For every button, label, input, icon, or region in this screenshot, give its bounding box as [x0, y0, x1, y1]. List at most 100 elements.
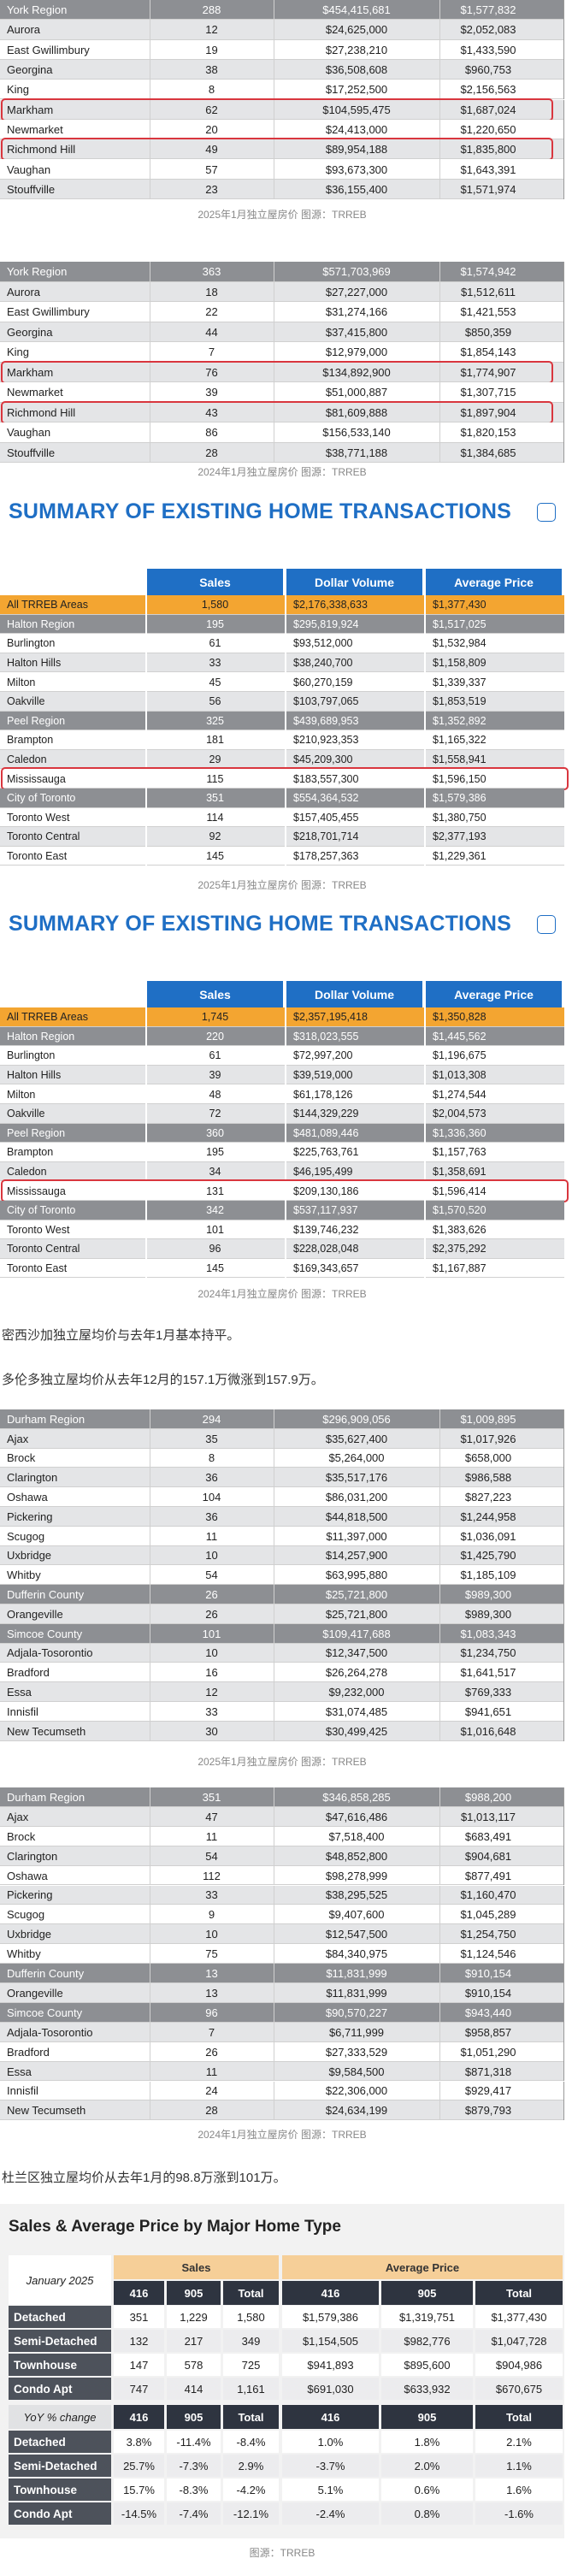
cell-value: 351	[114, 2306, 164, 2328]
column-divider	[439, 2041, 440, 2062]
column-divider	[439, 1721, 440, 1741]
column-divider	[424, 1181, 426, 1201]
cell-value: $12,547,500	[325, 1928, 388, 1941]
table-row	[0, 20, 564, 40]
column-divider	[285, 827, 286, 847]
cell-value: $982,776	[381, 2330, 473, 2352]
row-label: Vaughan	[7, 162, 51, 176]
period-label: January 2025	[9, 2255, 111, 2305]
table-row	[0, 99, 564, 120]
column-divider	[145, 692, 147, 712]
cell-value: 61	[209, 1049, 221, 1062]
row-label: Oakville	[7, 1108, 45, 1120]
column-divider	[424, 595, 426, 615]
table-row	[0, 653, 564, 673]
column-divider	[424, 730, 426, 750]
cell-value: 114	[206, 811, 224, 824]
cell-value: $45,209,300	[293, 753, 353, 766]
column-divider	[439, 422, 440, 443]
column-divider	[563, 1487, 564, 1507]
table-row	[0, 1046, 564, 1066]
column-divider	[424, 1258, 426, 1279]
cell-value: $35,517,176	[325, 1471, 388, 1485]
column-divider	[563, 1448, 564, 1468]
cell-value: 56	[209, 695, 221, 708]
column-divider	[424, 1007, 426, 1027]
table-row	[0, 281, 564, 302]
cell-value: 39	[209, 1069, 221, 1082]
table-row	[0, 1846, 564, 1866]
cell-value: $1,167,887	[433, 1262, 486, 1275]
group-header: Sales	[114, 2255, 279, 2279]
cell-value: $30,499,425	[325, 1724, 388, 1738]
column-divider	[563, 1428, 564, 1449]
column-divider	[563, 422, 564, 443]
column-divider	[285, 1181, 286, 1201]
cell-value: 104	[202, 1491, 221, 1504]
row-highlight	[1, 1179, 569, 1202]
cell-value: $1,017,926	[460, 1432, 516, 1445]
table-row	[0, 672, 564, 692]
cell-value: $183,557,300	[293, 772, 359, 785]
table-row	[0, 1220, 564, 1240]
cell-value: $1,433,590	[460, 43, 516, 56]
column-divider	[439, 362, 440, 382]
cell-value: $157,405,455	[293, 811, 359, 824]
table-row	[0, 692, 564, 712]
row-label: York Region	[7, 3, 68, 17]
cell-value: 181	[206, 734, 224, 747]
cell-value: $958,857	[464, 2025, 512, 2039]
cell-value: $1,339,337	[433, 676, 486, 688]
table-row	[0, 1026, 564, 1047]
column-divider	[145, 827, 147, 847]
column-divider	[563, 1507, 564, 1527]
cell-value: 76	[205, 365, 218, 379]
column-divider	[439, 2002, 440, 2023]
table-row	[0, 1702, 564, 1722]
table-row	[0, 807, 564, 828]
column-divider	[145, 1026, 147, 1047]
cell-value: $670,675	[475, 2378, 563, 2400]
column-divider	[439, 1865, 440, 1886]
column-divider	[285, 749, 286, 770]
cell-value: 115	[206, 772, 224, 785]
cell-value: 578	[167, 2354, 221, 2376]
cell-value: $1,445,562	[433, 1030, 486, 1043]
table-row	[0, 1258, 564, 1279]
cell-value: -4.2%	[223, 2479, 279, 2501]
cell-value: $7,518,400	[328, 1829, 385, 1843]
cell-value: $11,831,999	[326, 1967, 387, 1981]
cell-value: $1,196,675	[433, 1049, 486, 1062]
cell-value: 342	[206, 1204, 224, 1217]
cell-value: 1,580	[201, 599, 229, 612]
column-divider	[285, 1065, 286, 1085]
cell-value: $1,377,430	[433, 599, 486, 612]
column-divider	[563, 382, 564, 403]
cell-value: $1,336,360	[433, 1126, 486, 1139]
row-label: Burlington	[7, 637, 56, 650]
column-divider	[563, 342, 564, 363]
cell-value: 26	[205, 2045, 218, 2059]
cell-value: $178,257,363	[293, 850, 359, 863]
cell-value: 36	[205, 1471, 218, 1485]
column-header: Total	[475, 2281, 563, 2305]
column-divider	[285, 730, 286, 750]
cell-value: -1.6%	[475, 2502, 563, 2525]
column-divider	[563, 1409, 564, 1429]
cell-value: $1,274,544	[433, 1088, 486, 1101]
column-divider	[424, 711, 426, 731]
column-divider	[563, 1565, 564, 1586]
cell-value: 57	[205, 162, 218, 176]
caption: 2024年1月独立屋房价 图源：TRREB	[198, 466, 367, 478]
table-row	[0, 2081, 564, 2101]
row-label: Brampton	[7, 734, 54, 747]
row-label: Dufferin County	[7, 1588, 85, 1602]
cell-value: 12	[205, 23, 218, 37]
row-label: Clarington	[7, 1849, 58, 1863]
row-label: Aurora	[7, 23, 41, 37]
column-divider	[145, 846, 147, 866]
column-divider	[563, 442, 564, 463]
column-header: Dollar Volume	[286, 981, 422, 1007]
row-label: Toronto East	[7, 1262, 68, 1275]
cell-value: $296,909,056	[322, 1412, 391, 1426]
